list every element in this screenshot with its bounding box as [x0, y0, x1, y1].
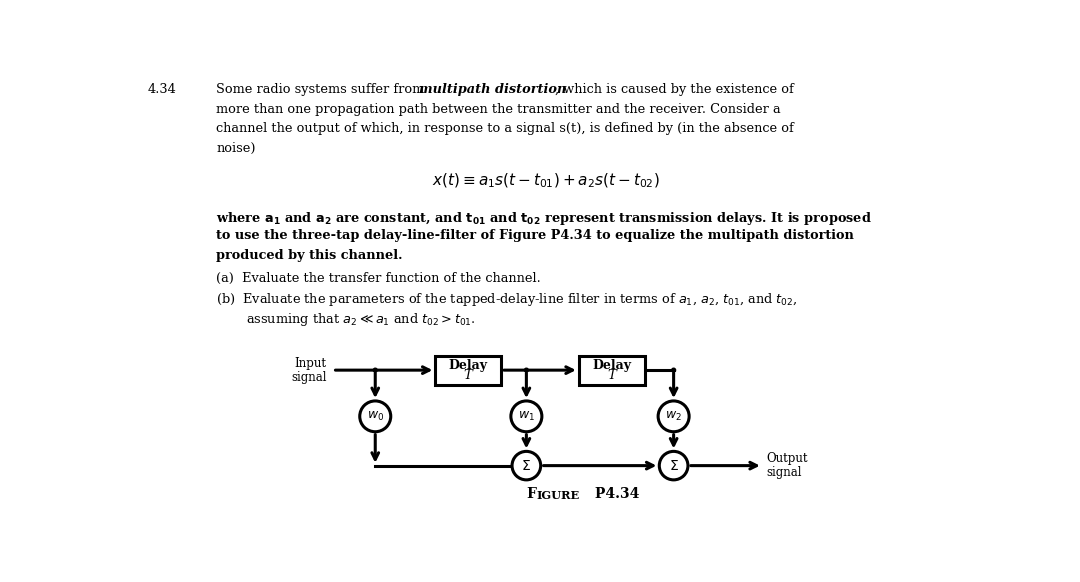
Text: assuming that $a_2 \ll a_1$ and $t_{02} > t_{01}$.: assuming that $a_2 \ll a_1$ and $t_{02} … — [246, 311, 475, 328]
Text: signal: signal — [291, 371, 326, 384]
Text: $\Sigma$: $\Sigma$ — [669, 459, 678, 473]
Text: where $\mathbf{a_1}$ and $\mathbf{a_2}$ are constant, and $\mathbf{t_{01}}$ and : where $\mathbf{a_1}$ and $\mathbf{a_2}$ … — [216, 210, 873, 227]
Text: 4.34: 4.34 — [147, 83, 176, 96]
Text: (a)  Evaluate the transfer function of the channel.: (a) Evaluate the transfer function of th… — [216, 272, 541, 285]
Circle shape — [672, 368, 676, 372]
Text: $w_0$: $w_0$ — [366, 410, 383, 423]
Circle shape — [360, 401, 391, 432]
Text: more than one propagation path between the transmitter and the receiver. Conside: more than one propagation path between t… — [216, 102, 781, 116]
Text: Input: Input — [295, 357, 326, 370]
Circle shape — [658, 401, 689, 432]
Circle shape — [511, 401, 542, 432]
Text: Delay: Delay — [592, 360, 631, 372]
Text: produced by this channel.: produced by this channel. — [216, 249, 403, 262]
Bar — [579, 356, 645, 385]
Text: $\Sigma$: $\Sigma$ — [522, 459, 531, 473]
Text: P4.34: P4.34 — [590, 487, 639, 501]
Text: $w_2$: $w_2$ — [665, 410, 683, 423]
Text: noise): noise) — [216, 142, 256, 155]
Circle shape — [659, 452, 688, 480]
Circle shape — [374, 368, 377, 372]
Text: to use the three-tap delay-line-filter of Figure P4.34 to equalize the multipath: to use the three-tap delay-line-filter o… — [216, 229, 854, 243]
Text: , which is caused by the existence of: , which is caused by the existence of — [555, 83, 794, 96]
Text: $w_1$: $w_1$ — [518, 410, 535, 423]
Text: $x(t) \equiv a_1 s(t - t_{01}) + a_2 s(t - t_{02})$: $x(t) \equiv a_1 s(t - t_{01}) + a_2 s(t… — [432, 171, 660, 190]
Text: signal: signal — [767, 466, 802, 479]
Text: IGURE: IGURE — [537, 490, 580, 501]
Text: Delay: Delay — [449, 360, 488, 372]
Text: channel the output of which, in response to a signal s(t), is defined by (in the: channel the output of which, in response… — [216, 122, 794, 135]
Text: T: T — [463, 368, 473, 382]
Text: Output: Output — [767, 452, 808, 465]
Text: F: F — [526, 487, 537, 501]
Text: multipath distortion: multipath distortion — [419, 83, 566, 96]
Text: T: T — [607, 368, 616, 382]
Bar — [435, 356, 501, 385]
Circle shape — [525, 368, 528, 372]
Text: Some radio systems suffer from: Some radio systems suffer from — [216, 83, 429, 96]
Text: (b)  Evaluate the parameters of the tapped-delay-line filter in terms of $a_1$, : (b) Evaluate the parameters of the tappe… — [216, 291, 798, 308]
Circle shape — [512, 452, 541, 480]
